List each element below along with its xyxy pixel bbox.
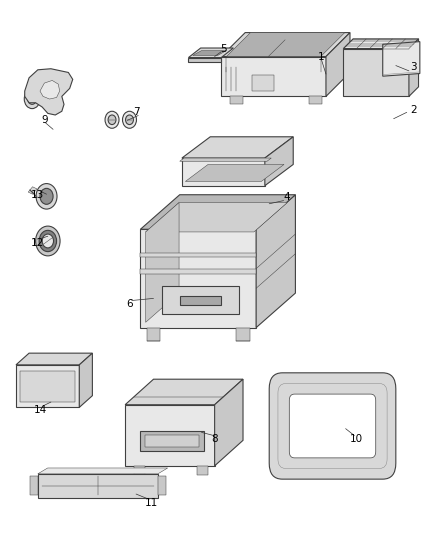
- Circle shape: [42, 234, 53, 248]
- Polygon shape: [326, 33, 350, 96]
- Polygon shape: [409, 39, 419, 96]
- Polygon shape: [182, 137, 293, 158]
- Polygon shape: [226, 33, 345, 56]
- Circle shape: [126, 115, 134, 125]
- Polygon shape: [230, 96, 243, 104]
- Polygon shape: [308, 96, 321, 104]
- Polygon shape: [188, 48, 233, 58]
- FancyBboxPatch shape: [289, 394, 376, 458]
- Polygon shape: [162, 286, 239, 314]
- Polygon shape: [125, 379, 243, 405]
- Text: 13: 13: [31, 190, 44, 200]
- Polygon shape: [30, 477, 38, 495]
- Circle shape: [36, 183, 57, 209]
- Circle shape: [123, 111, 137, 128]
- Polygon shape: [221, 33, 350, 56]
- Polygon shape: [20, 371, 75, 402]
- Polygon shape: [180, 296, 221, 305]
- Polygon shape: [237, 328, 250, 341]
- Polygon shape: [25, 69, 73, 115]
- Circle shape: [35, 226, 60, 256]
- Circle shape: [39, 230, 57, 252]
- Circle shape: [40, 188, 53, 204]
- Text: 4: 4: [283, 192, 290, 203]
- Circle shape: [22, 372, 28, 379]
- Circle shape: [67, 372, 73, 379]
- Polygon shape: [252, 75, 274, 91]
- Polygon shape: [158, 477, 166, 495]
- Polygon shape: [182, 158, 265, 185]
- Polygon shape: [134, 466, 145, 475]
- Polygon shape: [188, 58, 221, 62]
- Text: 9: 9: [41, 115, 48, 125]
- Text: 1: 1: [318, 52, 325, 61]
- Text: 3: 3: [410, 62, 417, 72]
- Polygon shape: [343, 49, 409, 96]
- Polygon shape: [256, 195, 295, 328]
- Polygon shape: [265, 137, 293, 185]
- Text: 12: 12: [31, 238, 44, 247]
- Polygon shape: [146, 203, 179, 322]
- Polygon shape: [180, 158, 271, 161]
- Polygon shape: [16, 365, 79, 407]
- Polygon shape: [343, 39, 419, 49]
- Polygon shape: [141, 195, 295, 229]
- Circle shape: [93, 480, 102, 491]
- Circle shape: [47, 480, 56, 491]
- Polygon shape: [79, 353, 92, 407]
- Polygon shape: [383, 42, 420, 76]
- Polygon shape: [147, 328, 160, 341]
- Polygon shape: [28, 187, 37, 194]
- Text: 5: 5: [220, 44, 227, 53]
- Circle shape: [108, 115, 116, 125]
- Polygon shape: [185, 165, 284, 181]
- Polygon shape: [141, 253, 256, 257]
- Text: 8: 8: [211, 434, 218, 445]
- Polygon shape: [221, 56, 326, 96]
- Circle shape: [31, 482, 36, 489]
- Text: 2: 2: [410, 104, 417, 115]
- Polygon shape: [40, 80, 60, 99]
- Polygon shape: [141, 269, 256, 273]
- FancyBboxPatch shape: [269, 373, 396, 479]
- Text: 6: 6: [126, 298, 133, 309]
- Polygon shape: [141, 431, 204, 451]
- Circle shape: [24, 90, 40, 109]
- Polygon shape: [16, 353, 92, 365]
- Text: 14: 14: [33, 405, 46, 415]
- Text: 11: 11: [145, 498, 158, 508]
- Polygon shape: [125, 405, 215, 466]
- Polygon shape: [38, 474, 158, 498]
- Polygon shape: [145, 435, 199, 447]
- Circle shape: [140, 480, 148, 491]
- Polygon shape: [215, 379, 243, 466]
- Text: 10: 10: [350, 434, 363, 445]
- Text: 7: 7: [133, 107, 139, 117]
- Polygon shape: [141, 229, 256, 328]
- Polygon shape: [38, 468, 168, 474]
- Circle shape: [105, 111, 119, 128]
- Circle shape: [28, 94, 36, 104]
- Polygon shape: [193, 51, 226, 55]
- Polygon shape: [197, 466, 208, 475]
- Circle shape: [159, 482, 164, 489]
- Polygon shape: [146, 203, 287, 232]
